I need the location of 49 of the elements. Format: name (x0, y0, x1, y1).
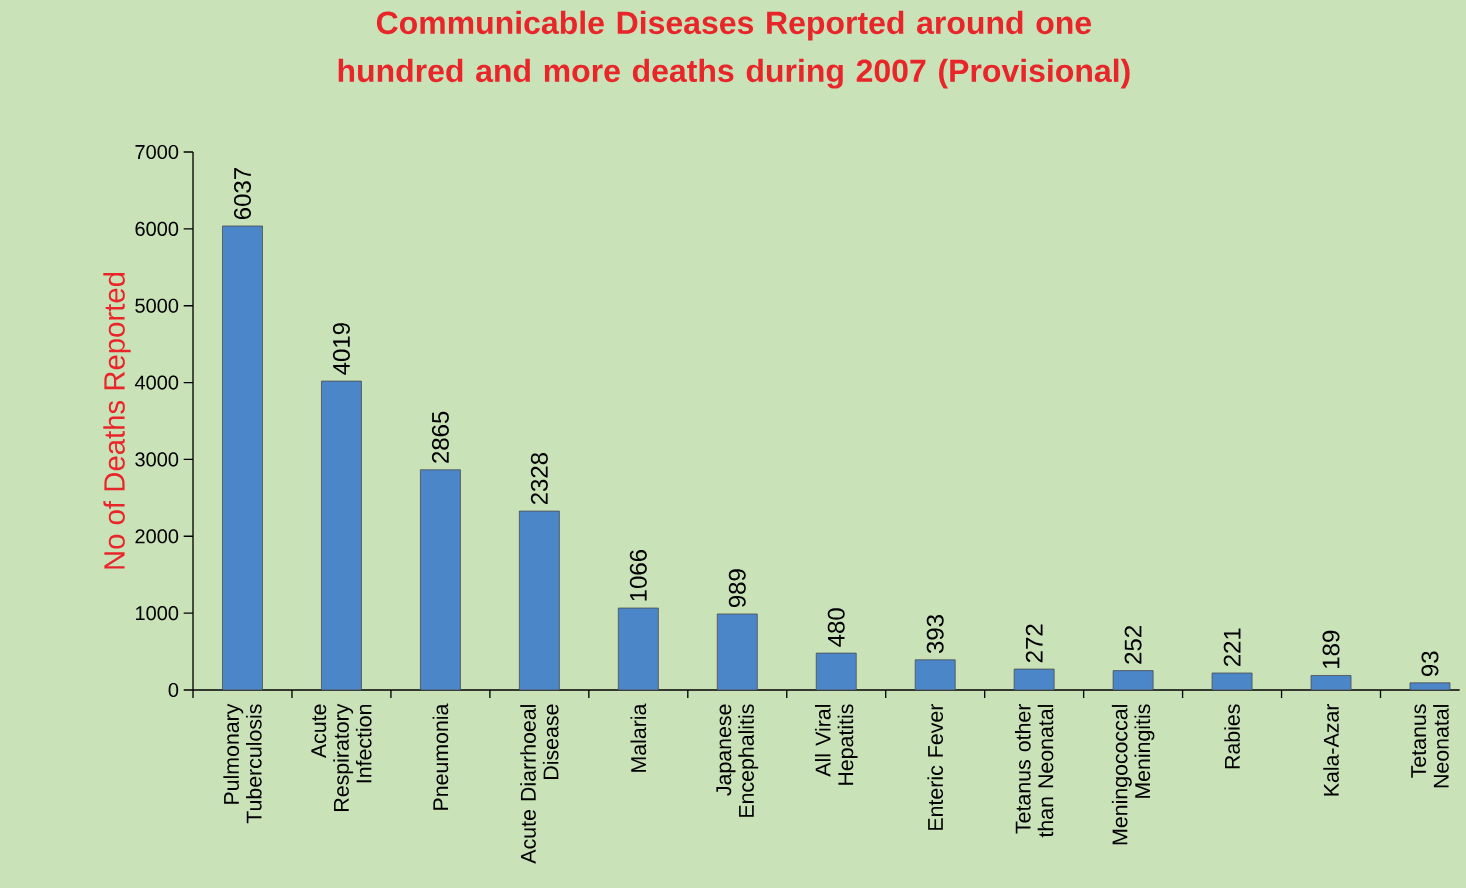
y-tick-label: 6000 (135, 221, 179, 236)
y-axis-title: No of Deaths Reported (103, 272, 131, 569)
data-label: 272 (1025, 624, 1043, 663)
x-tick-label: Malaria (630, 703, 647, 772)
x-tick-label: Pulmonary Tuberculosis (223, 703, 262, 824)
x-tick-label: Tetanus other than Neonatal (1014, 703, 1054, 838)
x-tick-label: Pneumonia (432, 703, 449, 810)
bar (1310, 675, 1352, 691)
data-label: 4019 (332, 323, 350, 375)
data-label: 989 (728, 569, 746, 608)
bar (1013, 668, 1055, 691)
bar (518, 510, 560, 691)
x-tick-label: Meningococcal Meningitis (1111, 704, 1155, 845)
data-label: 2328 (530, 452, 548, 505)
bar (716, 613, 758, 691)
data-label: 480 (827, 608, 845, 647)
bar (1112, 670, 1154, 691)
y-tick-label: 2000 (135, 529, 179, 544)
x-tick-label: Tetanus Neonatal (1411, 704, 1449, 788)
bar (617, 607, 659, 691)
x-tick-label: Enteric Fever (927, 703, 944, 830)
data-label: 1066 (629, 550, 647, 601)
y-tick-label: 0 (168, 682, 179, 698)
x-tick-label: All Viral Hepatitis (814, 704, 858, 785)
data-label: 2865 (431, 411, 449, 463)
x-tick-label: Japanese Encephalitis (716, 704, 759, 817)
x-tick-label: Kala-Azar (1323, 703, 1339, 796)
chart-title: Communicable Diseases Reported around one hundred and more deaths during 2007 (Provisional) (338, 10, 1130, 89)
bar (1211, 672, 1253, 691)
y-tick-label: 7000 (135, 144, 179, 160)
bar (914, 659, 956, 691)
data-label: 6037 (233, 168, 251, 220)
bar (420, 469, 461, 691)
data-label: 221 (1223, 628, 1241, 667)
x-tick-label: Rabies (1224, 704, 1240, 769)
bar (321, 380, 362, 691)
bar (815, 652, 857, 691)
data-label: 189 (1322, 630, 1340, 668)
data-label: 252 (1124, 626, 1142, 664)
y-tick-label: 3000 (135, 452, 179, 467)
data-label: 93 (1421, 651, 1439, 676)
x-tick-label: Acute Diarrhoeal Disease (520, 704, 559, 864)
data-label: 393 (926, 615, 944, 654)
x-tick-label: Acute Respiratory Infection (311, 703, 372, 811)
y-tick-label: 4000 (134, 375, 179, 390)
bar (1409, 682, 1451, 691)
bar (222, 225, 263, 691)
y-tick-label: 5000 (135, 298, 179, 313)
y-tick-label: 1000 (136, 606, 179, 621)
